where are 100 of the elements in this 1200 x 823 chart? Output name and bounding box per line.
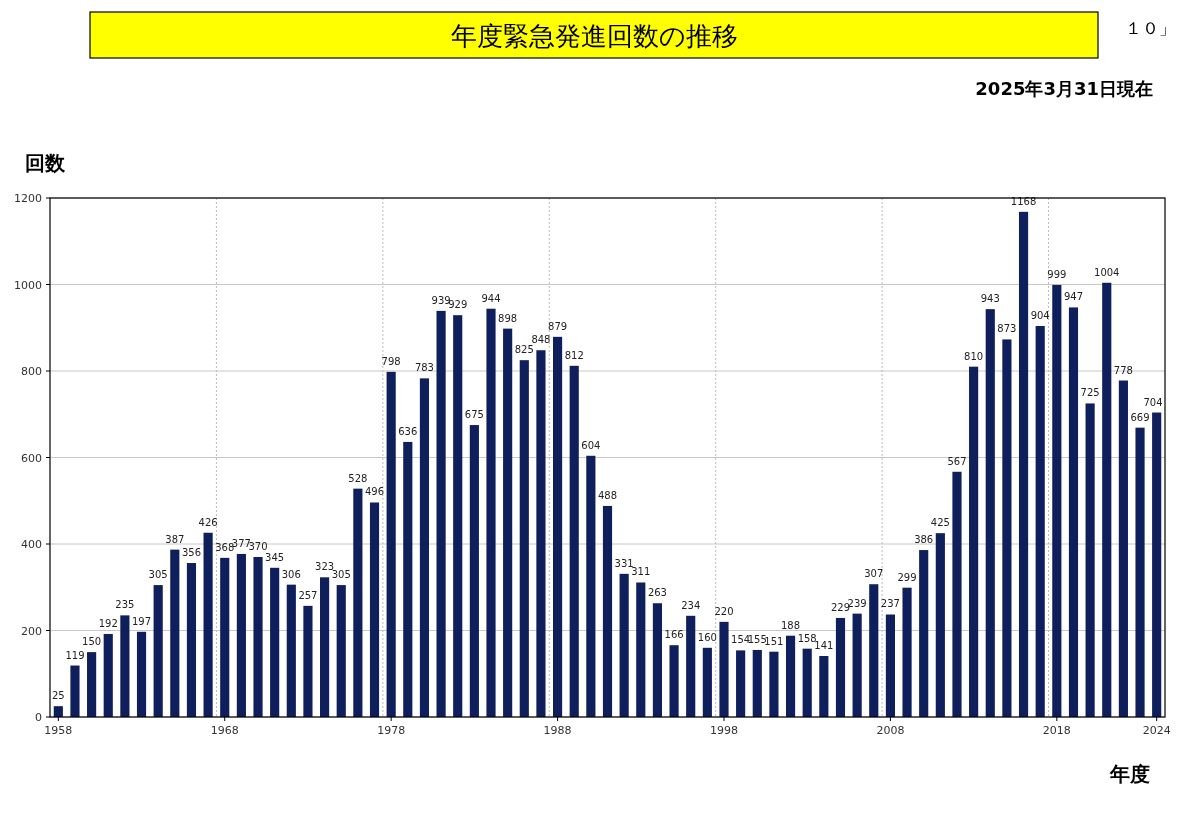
bar (153, 585, 163, 717)
bar (103, 633, 113, 717)
bar (386, 371, 396, 717)
bar (1018, 211, 1029, 717)
bar (802, 648, 812, 717)
bar (952, 471, 962, 717)
x-tick-label: 2018 (1042, 724, 1071, 737)
data-label: 848 (531, 334, 551, 346)
data-label: 235 (115, 599, 135, 611)
x-tick-label: 1988 (543, 724, 572, 737)
data-label: 306 (281, 568, 301, 580)
data-label: 237 (880, 598, 900, 610)
data-label: 944 (481, 292, 501, 304)
data-label: 426 (198, 516, 218, 528)
bar (270, 567, 280, 717)
data-label: 725 (1080, 387, 1100, 399)
chart-title: 年度緊急発進回数の推移 (450, 21, 738, 51)
bar (669, 645, 679, 717)
bar (569, 365, 579, 717)
bar (336, 585, 346, 717)
bar (369, 502, 380, 717)
bar (436, 310, 446, 717)
data-label: 220 (714, 605, 734, 617)
data-label: 311 (631, 566, 651, 578)
data-label: 425 (930, 517, 950, 529)
y-tick-label: 600 (21, 451, 42, 465)
data-label: 999 (1047, 268, 1067, 280)
bar (120, 615, 130, 717)
data-label: 669 (1130, 411, 1150, 423)
bar (686, 615, 696, 717)
bar (719, 621, 729, 717)
bar (602, 505, 613, 717)
bar (536, 350, 546, 717)
bar (220, 557, 230, 717)
data-label: 488 (597, 489, 618, 501)
data-label: 1168 (1010, 195, 1037, 207)
bar (453, 315, 463, 717)
bar (87, 652, 97, 717)
y-tick-label: 0 (35, 711, 42, 724)
data-label: 119 (65, 649, 85, 661)
x-tick-label: 1968 (210, 724, 239, 737)
y-tick-label: 1000 (14, 278, 42, 292)
bar (969, 366, 979, 717)
bar (486, 308, 496, 717)
bar (1135, 427, 1145, 717)
data-label: 783 (414, 362, 434, 374)
data-label: 345 (265, 551, 285, 563)
data-label: 904 (1030, 310, 1050, 322)
bar (619, 573, 629, 717)
data-label: 257 (298, 589, 318, 601)
data-label: 234 (681, 599, 701, 611)
bar (652, 603, 662, 717)
data-label: 873 (997, 323, 1017, 335)
data-label: 197 (131, 615, 152, 627)
bar (53, 706, 63, 717)
data-label: 305 (148, 569, 168, 581)
text: １０」 (1125, 18, 1176, 38)
data-label: 154 (731, 634, 751, 646)
bar (835, 617, 846, 717)
data-label: 1004 (1094, 266, 1120, 278)
bar (852, 613, 862, 717)
bar (1002, 339, 1012, 717)
data-label: 778 (1113, 364, 1133, 376)
data-label: 825 (514, 344, 534, 356)
x-tick-label: 1998 (709, 724, 738, 737)
bar (1118, 380, 1128, 717)
data-label: 387 (165, 533, 185, 545)
data-label: 307 (864, 568, 884, 580)
data-label: 263 (647, 587, 667, 599)
y-tick-label: 400 (21, 538, 42, 551)
bar (553, 336, 563, 717)
data-label: 496 (364, 486, 385, 498)
data-label: 331 (614, 557, 634, 569)
data-label: 158 (797, 632, 817, 644)
data-label: 675 (464, 409, 484, 421)
bar (1152, 412, 1162, 717)
data-label: 812 (564, 349, 584, 361)
chart-subtitle: 2025年3月31日現在 (975, 78, 1153, 99)
data-label: 943 (980, 293, 1000, 305)
bar (935, 533, 945, 717)
data-label: 166 (664, 629, 684, 641)
bar (186, 563, 197, 717)
data-label: 898 (498, 312, 518, 324)
bar (1035, 326, 1045, 717)
bar (752, 649, 762, 717)
data-label: 810 (964, 350, 984, 362)
bar (503, 328, 513, 717)
bar (203, 532, 213, 717)
bar (769, 651, 779, 717)
x-tick-label: 1958 (44, 724, 73, 737)
y-tick-label: 1200 (14, 192, 42, 205)
bar (320, 577, 330, 717)
bar (519, 360, 529, 717)
bar (819, 656, 829, 717)
bar (236, 553, 246, 717)
y-tick-label: 200 (21, 624, 42, 638)
bar (736, 650, 746, 717)
data-label: 25 (51, 690, 65, 702)
data-label: 947 (1063, 291, 1084, 303)
bar (885, 614, 895, 717)
